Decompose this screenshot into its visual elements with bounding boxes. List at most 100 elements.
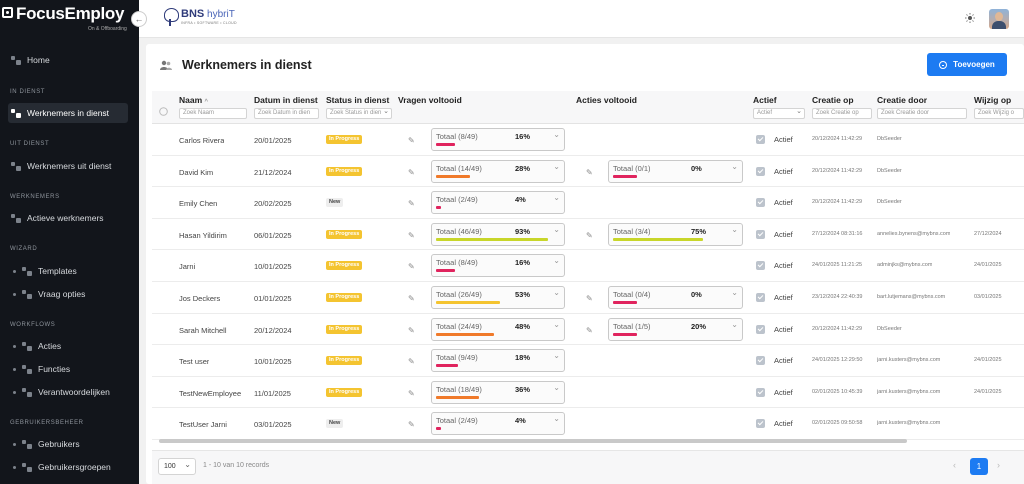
table-row[interactable]: TestUser Jarni 03/01/2025 New ✎ Totaal (2/49… xyxy=(152,408,1024,440)
column-header-actions[interactable]: Acties voltooid xyxy=(576,95,637,105)
actions-progress-dropdown[interactable]: Totaal (0/1) 0% ⌄ xyxy=(608,159,743,183)
employee-name[interactable]: David Kim xyxy=(179,167,214,177)
filter-created-on-input[interactable]: Zoek Creatie op xyxy=(812,108,872,119)
edit-actions-icon[interactable]: ✎ xyxy=(586,230,593,240)
prev-page-icon[interactable]: ‹ xyxy=(953,460,956,470)
questions-progress-dropdown[interactable]: Totaal (8/49) 16% ⌄ xyxy=(431,128,565,151)
employee-name[interactable]: Emily Chen xyxy=(179,199,218,209)
active-checkbox[interactable] xyxy=(756,198,765,208)
collapse-sidebar-button[interactable]: ← xyxy=(131,11,147,27)
column-header-date[interactable]: Datum in dienst xyxy=(254,95,318,105)
user-avatar[interactable] xyxy=(989,9,1009,29)
sidebar-item-gebruikers[interactable]: Gebruikers xyxy=(8,434,128,454)
questions-progress-dropdown[interactable]: Totaal (2/49) 4% ⌄ xyxy=(431,412,565,436)
column-header-active[interactable]: Actief xyxy=(753,95,777,105)
table-row[interactable]: Jarni 10/01/2025 In Progress ✎ Totaal (8/49)… xyxy=(152,250,1024,282)
column-header-created-on[interactable]: Creatie op xyxy=(812,95,854,105)
sidebar-item-werknemers-in-dienst[interactable]: Werknemers in dienst xyxy=(8,103,128,123)
theme-toggle-icon[interactable] xyxy=(965,13,975,23)
edit-questions-icon[interactable]: ✎ xyxy=(408,262,415,272)
filter-name-input[interactable]: Zoek Naam xyxy=(179,108,247,119)
sidebar-item-templates[interactable]: Templates xyxy=(8,261,128,281)
employee-name[interactable]: Jarni xyxy=(179,262,196,272)
active-checkbox[interactable] xyxy=(756,135,765,144)
questions-progress-dropdown[interactable]: Totaal (2/49) 4% ⌄ xyxy=(431,191,565,215)
table-row[interactable]: Jos Deckers 01/01/2025 In Progress ✎ Totaal … xyxy=(152,282,1024,314)
horizontal-scrollbar[interactable] xyxy=(159,439,907,443)
edit-questions-icon[interactable]: ✎ xyxy=(408,388,415,398)
employee-name[interactable]: Sarah Mitchell xyxy=(179,325,227,335)
edit-questions-icon[interactable]: ✎ xyxy=(408,167,415,177)
employee-name[interactable]: Test user xyxy=(179,357,210,367)
progress-bar xyxy=(436,206,441,210)
employee-name[interactable]: TestNewEmployee xyxy=(179,388,242,398)
questions-progress-dropdown[interactable]: Totaal (18/49) 36% ⌄ xyxy=(431,380,565,404)
filter-modified-on-input[interactable]: Zoek Wijzig o xyxy=(974,108,1024,119)
table-row[interactable]: Emily Chen 20/02/2025 New ✎ Totaal (2/49) 4% ⌄… xyxy=(152,187,1024,219)
sidebar-item-verantwoordelijken[interactable]: Verantwoordelijken xyxy=(8,382,128,402)
edit-questions-icon[interactable]: ✎ xyxy=(408,420,415,430)
column-header-questions[interactable]: Vragen voltooid xyxy=(398,95,462,105)
employee-name[interactable]: Jos Deckers xyxy=(179,294,221,303)
sidebar-item-werknemers-uit-dienst[interactable]: Werknemers uit dienst xyxy=(8,156,128,176)
edit-questions-icon[interactable]: ✎ xyxy=(408,230,415,240)
brand[interactable]: FocusEmploy On & Offboarding xyxy=(0,0,139,40)
questions-progress-dropdown[interactable]: Totaal (46/49) 93% ⌄ xyxy=(431,222,565,246)
page-1-button[interactable]: 1 xyxy=(970,458,988,475)
questions-progress-dropdown[interactable]: Totaal (9/49) 18% ⌄ xyxy=(431,349,565,373)
active-checkbox[interactable] xyxy=(756,419,765,429)
questions-progress-dropdown[interactable]: Totaal (26/49) 53% ⌄ xyxy=(431,286,565,309)
table-row[interactable]: TestNewEmployee 11/01/2025 In Progress ✎ Tot… xyxy=(152,377,1024,409)
sidebar-item-home[interactable]: Home xyxy=(8,50,128,70)
brand-name: FocusEmploy xyxy=(16,4,125,23)
active-checkbox[interactable] xyxy=(756,229,765,239)
edit-actions-icon[interactable]: ✎ xyxy=(586,294,593,303)
page-size-select[interactable]: 100 xyxy=(158,457,196,475)
active-checkbox[interactable] xyxy=(756,166,765,176)
sidebar-item-gebruikersgroepen[interactable]: Gebruikersgroepen xyxy=(8,457,128,477)
filter-created-by-input[interactable]: Zoek Creatie door xyxy=(877,108,967,119)
filter-active-select[interactable]: Actief xyxy=(753,108,805,119)
active-checkbox[interactable] xyxy=(756,293,765,302)
add-employee-button[interactable]: Toevoegen xyxy=(927,53,1007,76)
sidebar-item-actieve-werknemers[interactable]: Actieve werknemers xyxy=(8,208,128,228)
column-header-status[interactable]: Status in dienst xyxy=(326,95,390,105)
created-by: DbSeeder xyxy=(877,199,902,206)
column-header-name[interactable]: Naam ^ xyxy=(179,95,208,105)
actions-progress-dropdown[interactable]: Totaal (3/4) 75% ⌄ xyxy=(608,222,743,246)
table-row[interactable]: David Kim 21/12/2024 In Progress ✎ Totaal (1… xyxy=(152,156,1024,188)
edit-questions-icon[interactable]: ✎ xyxy=(408,199,415,209)
table-row[interactable]: Sarah Mitchell 20/12/2024 In Progress ✎ Tota… xyxy=(152,314,1024,346)
questions-progress-dropdown[interactable]: Totaal (14/49) 28% ⌄ xyxy=(431,159,565,183)
employee-name[interactable]: TestUser Jarni xyxy=(179,420,227,430)
edit-actions-icon[interactable]: ✎ xyxy=(586,325,593,335)
select-all-checkbox[interactable] xyxy=(159,107,168,116)
filter-status-select[interactable]: Zoek Status in dien xyxy=(326,108,392,119)
actions-progress-dropdown[interactable]: Totaal (1/5) 20% ⌄ xyxy=(608,317,743,341)
sidebar-item-vraag-opties[interactable]: Vraag opties xyxy=(8,284,128,304)
employee-name[interactable]: Carlos Rivera xyxy=(179,136,225,145)
column-header-created-by[interactable]: Creatie door xyxy=(877,95,928,105)
edit-questions-icon[interactable]: ✎ xyxy=(408,325,415,335)
questions-progress-dropdown[interactable]: Totaal (24/49) 48% ⌄ xyxy=(431,317,565,341)
table-row[interactable]: Carlos Rivera 20/01/2025 In Progress ✎ Totaa… xyxy=(152,124,1024,156)
active-checkbox[interactable] xyxy=(756,261,765,271)
column-header-modified-on[interactable]: Wijzig op xyxy=(974,95,1012,105)
filter-date-input[interactable]: Zoek Datum in dien xyxy=(254,108,319,119)
sidebar-item-functies[interactable]: Functies xyxy=(8,359,128,379)
employee-name[interactable]: Hasan Yildirim xyxy=(179,230,227,240)
table-row[interactable]: Test user 10/01/2025 In Progress ✎ Totaal (9… xyxy=(152,345,1024,377)
edit-actions-icon[interactable]: ✎ xyxy=(586,167,593,177)
active-checkbox[interactable] xyxy=(756,387,765,397)
active-checkbox[interactable] xyxy=(756,324,765,334)
questions-progress-dropdown[interactable]: Totaal (8/49) 16% ⌄ xyxy=(431,254,565,278)
company-logo[interactable]: BNS hybriT INFRA • SOFTWARE • CLOUD xyxy=(163,8,237,26)
edit-questions-icon[interactable]: ✎ xyxy=(408,136,415,145)
edit-questions-icon[interactable]: ✎ xyxy=(408,294,415,303)
active-checkbox[interactable] xyxy=(756,356,765,366)
edit-questions-icon[interactable]: ✎ xyxy=(408,357,415,367)
table-row[interactable]: Hasan Yildirim 06/01/2025 In Progress ✎ Tota… xyxy=(152,219,1024,251)
actions-progress-dropdown[interactable]: Totaal (0/4) 0% ⌄ xyxy=(608,286,743,309)
next-page-icon[interactable]: › xyxy=(997,460,1000,470)
sidebar-item-acties[interactable]: Acties xyxy=(8,336,128,356)
